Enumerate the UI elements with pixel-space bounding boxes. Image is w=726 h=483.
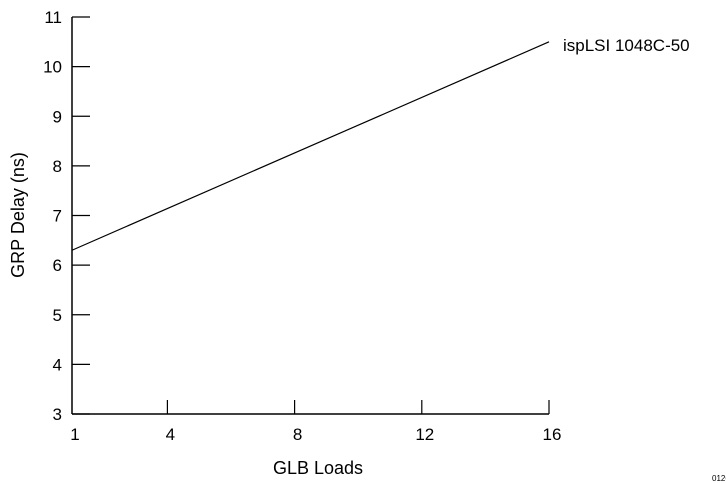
y-tick-label-7: 7	[53, 207, 62, 226]
y-tick-label-9: 9	[53, 107, 62, 126]
y-tick-label-3: 3	[53, 405, 62, 424]
x-tick-label-16: 16	[543, 425, 562, 444]
x-tick-label-8: 8	[293, 425, 302, 444]
y-tick-label-6: 6	[53, 256, 62, 275]
y-tick-label-8: 8	[53, 157, 62, 176]
x-tick-label-1: 1	[70, 425, 79, 444]
figure-code-label: 0126	[712, 474, 726, 483]
y-axis-title: GRP Delay (ns)	[8, 152, 28, 278]
y-tick-label-10: 10	[43, 58, 62, 77]
y-ticks: 3 4 5 6 7 8 9 10 11	[43, 8, 90, 424]
y-tick-label-4: 4	[53, 355, 62, 374]
series-group: ispLSI 1048C-50	[71, 36, 690, 251]
y-tick-label-5: 5	[53, 306, 62, 325]
y-tick-label-11: 11	[44, 8, 62, 27]
series-label-0: ispLSI 1048C-50	[563, 36, 690, 55]
x-tick-label-12: 12	[415, 425, 434, 444]
x-tick-label-4: 4	[166, 425, 175, 444]
x-axis-title: GLB Loads	[273, 458, 363, 478]
series-line-0	[71, 41, 550, 251]
x-ticks: 1 4 8 12 16	[70, 400, 561, 444]
